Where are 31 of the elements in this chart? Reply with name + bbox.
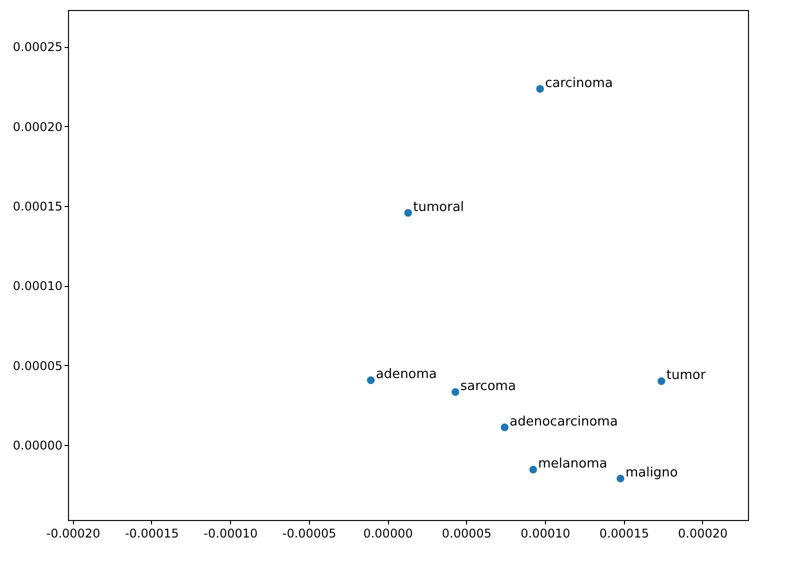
x-tick-label: -0.00005 [282,526,336,540]
point [529,466,538,474]
annotation: carcinoma [545,76,613,91]
y-tick-label: 0.00000 [12,438,62,453]
x-tick-label: 0.00010 [520,526,570,540]
y-tick-label: 0.00005 [12,358,62,373]
point [536,85,544,93]
point [452,388,460,396]
annotation: adenoma [376,367,437,382]
annotation: maligno [626,466,678,481]
x-tick-label: -0.00010 [204,526,258,540]
point [616,474,624,482]
y-tick-label: 0.00010 [12,279,62,294]
point [658,377,666,386]
annotation: tumor [666,368,706,384]
annotation: tumoral [413,200,464,215]
x-tick-label: 0.00020 [678,526,728,540]
y-tick-label: 0.00015 [12,200,62,214]
x-tick-label: 0.00000 [363,526,413,540]
annotation: adenocarcinoma [510,414,618,430]
x-tick-label: 0.00015 [599,526,649,540]
point [404,209,412,217]
y-tick-label: 0.00020 [12,120,62,134]
annotation: melanoma [538,456,608,472]
point [500,424,509,432]
annotation: sarcoma [460,379,516,394]
x-tick-label: -0.00020 [46,526,100,540]
x-tick-label: -0.00015 [124,526,179,540]
point [366,376,375,384]
x-tick-label: 0.00005 [442,526,492,540]
y-tick-label: 0.00025 [12,40,62,54]
